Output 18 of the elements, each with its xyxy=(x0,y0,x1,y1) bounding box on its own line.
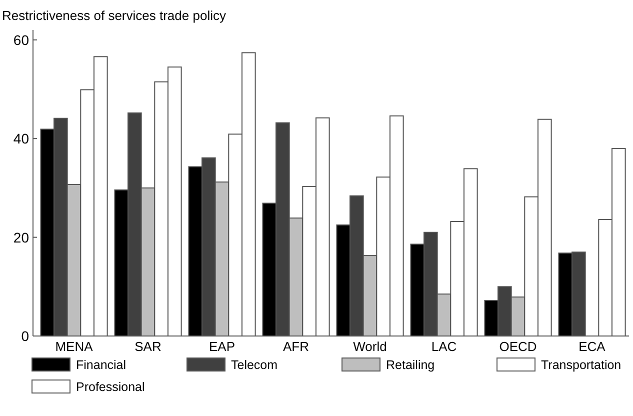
legend-label: Retailing xyxy=(386,358,435,372)
y-tick-label: 40 xyxy=(13,130,30,147)
x-tick-label: AFR xyxy=(283,339,309,354)
x-tick-label: EAP xyxy=(208,339,236,354)
x-tick-label: World xyxy=(353,339,387,354)
y-axis-title: Restrictiveness of services trade policy xyxy=(2,8,226,23)
x-tick-label: OECD xyxy=(499,339,537,354)
y-tick-label: 20 xyxy=(13,229,30,246)
legend-label: Telecom xyxy=(231,358,278,372)
x-tick-label: SAR xyxy=(134,339,162,354)
x-tick-label: MENA xyxy=(55,339,94,354)
legend-label: Financial xyxy=(76,358,126,372)
y-tick-label: 0 xyxy=(21,328,30,344)
legend-label: Professional xyxy=(76,380,145,394)
legend-label: Transportation xyxy=(541,358,622,372)
x-tick-label: ECA xyxy=(578,339,606,354)
y-tick-label: 60 xyxy=(13,32,30,48)
x-tick-label: LAC xyxy=(431,339,457,354)
